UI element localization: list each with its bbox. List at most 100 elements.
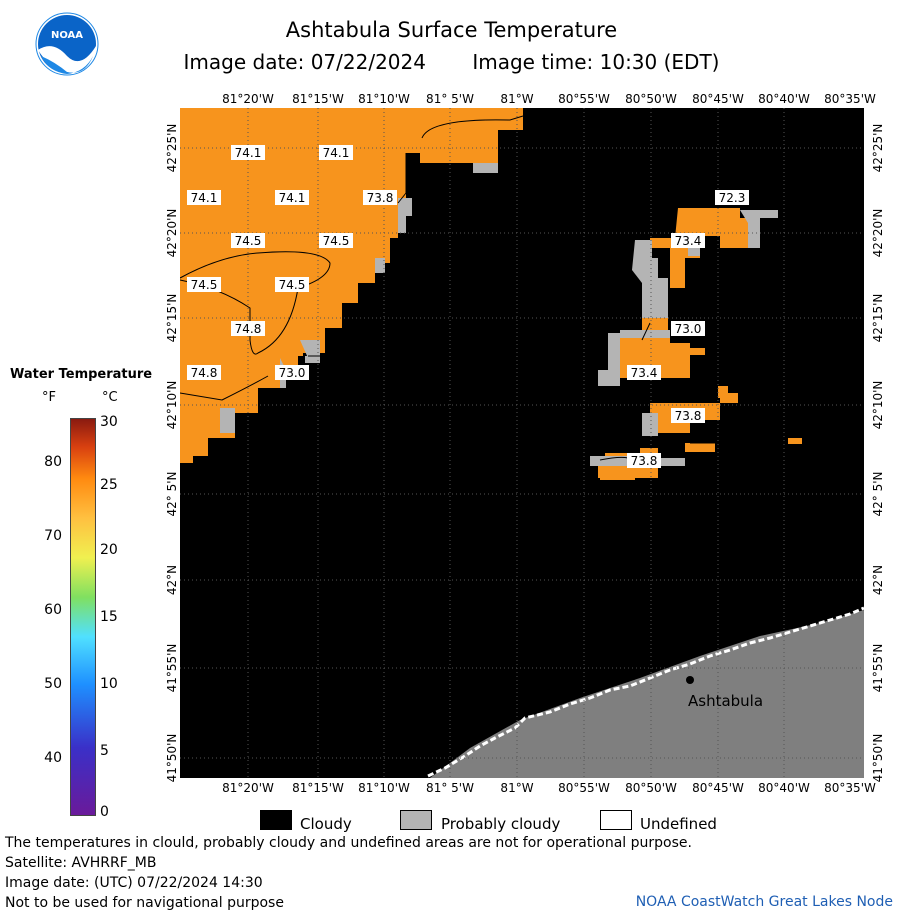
temperature-label: 73.4 (627, 365, 661, 380)
colorbar-c-tick: 10 (100, 676, 118, 692)
contour-nw-4 (180, 375, 269, 401)
lat-label-right: 41°50'N (871, 733, 885, 783)
temperature-label: 74.8 (187, 365, 221, 380)
coast-undefined (427, 606, 864, 778)
disclaimer-text: The temperatures in clould, probably clo… (5, 835, 692, 851)
temperature-label: 74.1 (319, 145, 353, 160)
lat-label-left: 42°20'N (165, 208, 179, 258)
lat-label-left: 42°N (165, 564, 179, 596)
legend-probably-cloudy-label: Probably cloudy (441, 815, 561, 833)
temperature-label: 74.5 (187, 277, 221, 292)
water-patch-ne-2 (620, 318, 705, 378)
image-datetime: Image date: 07/22/2024 Image time: 10:30… (0, 50, 903, 74)
utc-date-text: Image date: (UTC) 07/22/2024 14:30 (5, 875, 263, 891)
colorbar-title: Water Temperature (10, 367, 153, 382)
temperature-value: 73.4 (675, 234, 702, 248)
lon-label-top: 80°50'W (625, 92, 677, 106)
temperature-label: 74.1 (187, 190, 221, 205)
colorbar-f-tick: 60 (44, 602, 62, 618)
temperature-value: 74.8 (235, 322, 262, 336)
noaa-logo: NOAA (35, 12, 99, 76)
lat-label-left: 41°55'N (165, 643, 179, 693)
temperature-label: 73.8 (363, 190, 397, 205)
colorbar-gradient (70, 418, 96, 816)
unit-celsius: °C (102, 390, 118, 405)
lon-label-top: 80°40'W (758, 92, 810, 106)
temperature-labels: 74.1 74.1 74.1 74.1 73.8 74.5 74.5 74.5 74.5 74.8… (187, 145, 749, 468)
temperature-label: 74.8 (231, 321, 265, 336)
colorbar-c-tick: 0 (100, 804, 109, 820)
logo-text: NOAA (51, 30, 83, 41)
legend-cloudy-label: Cloudy (300, 815, 352, 833)
unit-fahrenheit: °F (42, 390, 56, 405)
satellite-text: Satellite: AVHRRF_MB (5, 855, 157, 871)
colorbar-c-tick: 25 (100, 477, 118, 493)
lat-label-right: 42°10'N (871, 380, 885, 430)
temperature-value: 74.5 (191, 278, 218, 292)
temperature-label: 74.1 (231, 145, 265, 160)
lon-label-bottom: 80°35'W (824, 781, 876, 795)
water-region-nw (180, 108, 523, 463)
legend-probably-cloudy-swatch (400, 810, 432, 830)
contour-nw-1 (421, 115, 524, 139)
temperature-value: 73.8 (631, 454, 658, 468)
lat-label-right: 42°N (871, 564, 885, 596)
colorbar-f-tick: 40 (44, 750, 62, 766)
temperature-label: 74.5 (275, 277, 309, 292)
temperature-value: 74.1 (235, 146, 262, 160)
temperature-label: 74.5 (319, 233, 353, 248)
lat-label-right: 42°25'N (871, 123, 885, 173)
colorbar-f-tick: 70 (44, 528, 62, 544)
lon-label-top: 81°10'W (358, 92, 410, 106)
prob-cloudy-ne-2 (598, 308, 670, 386)
temperature-value: 74.1 (323, 146, 350, 160)
legend-cloudy-swatch (260, 810, 292, 830)
lat-label-right: 42° 5'N (871, 471, 885, 517)
lon-label-bottom: 81° 5'W (426, 781, 474, 795)
colorbar-c-tick: 30 (100, 414, 118, 430)
map-svg: 74.1 74.1 74.1 74.1 73.8 74.5 74.5 74.5 74.5 74.8… (180, 108, 864, 778)
lon-label-bottom: 80°45'W (692, 781, 744, 795)
lon-label-top: 81°15'W (292, 92, 344, 106)
prob-cloudy-ne-1 (632, 210, 778, 308)
colorbar-f-tick: 50 (44, 676, 62, 692)
temperature-value: 73.8 (367, 191, 394, 205)
colorbar-c-tick: 20 (100, 542, 118, 558)
ashtabula-dot (686, 676, 694, 684)
lat-label-left: 41°50'N (165, 733, 179, 783)
colorbar-c-tick: 15 (100, 609, 118, 625)
colorbar-f-tick: 80 (44, 454, 62, 470)
credit-text: NOAA CoastWatch Great Lakes Node (635, 894, 893, 910)
lon-label-top: 80°55'W (558, 92, 610, 106)
lon-label-bottom: 80°55'W (558, 781, 610, 795)
temperature-label: 73.0 (275, 365, 309, 380)
lon-label-bottom: 80°50'W (625, 781, 677, 795)
page-title: Ashtabula Surface Temperature (285, 18, 618, 42)
lat-label-right: 41°55'N (871, 643, 885, 693)
temperature-label: 74.1 (275, 190, 309, 205)
lon-label-top: 81°W (500, 92, 534, 106)
image-date-label: Image date: 07/22/2024 (183, 50, 426, 74)
contour-ne (599, 322, 715, 461)
temperature-value: 73.0 (675, 322, 702, 336)
legend-undefined-swatch (600, 810, 632, 830)
colorbar-c-tick: 5 (100, 743, 109, 759)
temperature-value: 74.5 (279, 278, 306, 292)
temperature-label: 74.5 (231, 233, 265, 248)
temperature-label: 72.3 (715, 190, 749, 205)
temperature-label: 73.8 (671, 408, 705, 423)
temperature-value: 74.5 (235, 234, 262, 248)
lon-label-bottom: 81°W (500, 781, 534, 795)
water-patch-ne-4 (598, 438, 802, 480)
lat-label-right: 42°20'N (871, 208, 885, 258)
lon-label-top: 81°20'W (222, 92, 274, 106)
temperature-label: 73.4 (671, 233, 705, 248)
temperature-label: 73.0 (671, 321, 705, 336)
image-time-label: Image time: 10:30 (EDT) (472, 50, 720, 74)
water-patch-ne-1 (650, 208, 755, 288)
nav-note-text: Not to be used for navigational purpose (5, 895, 284, 911)
contour-nw-2 (397, 153, 407, 204)
lon-label-top: 80°35'W (824, 92, 876, 106)
lon-label-bottom: 81°20'W (222, 781, 274, 795)
lat-label-right: 42°15'N (871, 293, 885, 343)
